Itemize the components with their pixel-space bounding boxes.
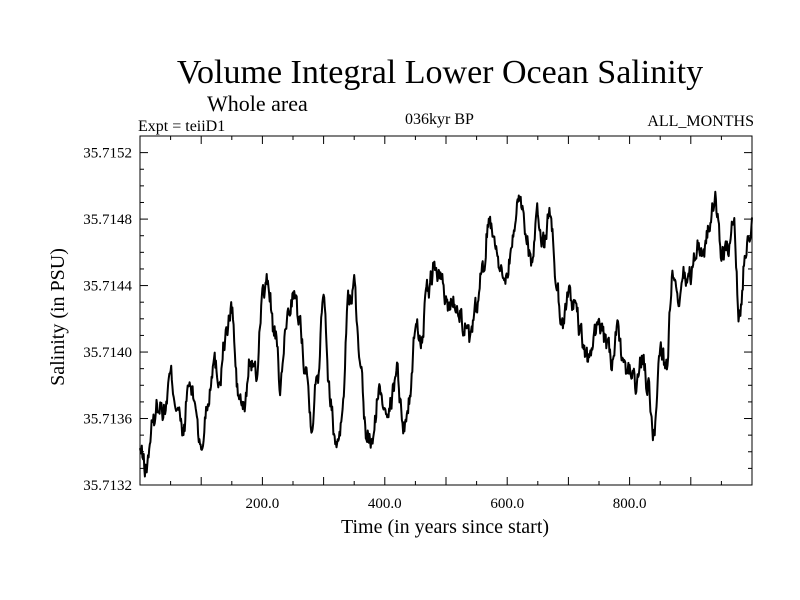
period-label: 036kyr BP	[405, 111, 474, 128]
x-tick-label: 200.0	[246, 496, 280, 512]
y-tick-label: 35.7144	[83, 279, 132, 295]
chart-subtitle: Whole area	[207, 91, 308, 116]
y-tick-label: 35.7140	[83, 345, 132, 361]
y-axis-title: Salinity (in PSU)	[47, 248, 69, 386]
y-tick-label: 35.7148	[83, 212, 132, 228]
chart-title: Volume Integral Lower Ocean Salinity	[176, 54, 704, 91]
experiment-label: Expt = teiiD1	[138, 118, 226, 135]
months-label: ALL_MONTHS	[647, 113, 754, 130]
x-tick-label: 400.0	[368, 496, 402, 512]
x-tick-label: 800.0	[613, 496, 647, 512]
y-tick-label: 35.7152	[83, 146, 132, 162]
axis-ticks	[140, 136, 752, 486]
x-tick-label: 600.0	[490, 496, 524, 512]
series-line	[139, 190, 753, 478]
tick-labels: 200.0 400.0 600.0 800.0 35.7132 35.7136 35.714…	[83, 146, 646, 512]
x-axis-title: Time (in years since start)	[340, 516, 550, 538]
y-tick-label: 35.7136	[83, 412, 132, 428]
plot-frame	[139, 135, 753, 486]
y-tick-label: 35.7132	[83, 478, 132, 494]
